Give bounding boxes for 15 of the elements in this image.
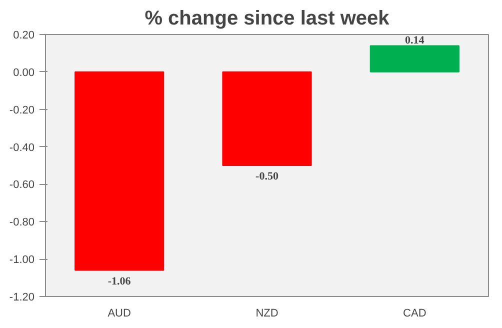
y-tick-label: -0.20 — [9, 104, 35, 116]
x-tick-label: AUD — [108, 308, 131, 320]
data-label: 0.14 — [405, 34, 425, 47]
data-label: -0.50 — [256, 170, 279, 182]
y-tick-label: -0.60 — [9, 179, 35, 192]
chart-title: % change since last week — [144, 8, 390, 30]
x-tick-label: NZD — [256, 308, 278, 320]
y-tick-label: 0.00 — [13, 66, 35, 79]
y-tick-label: -1.00 — [9, 254, 35, 266]
y-tick-label: -0.80 — [9, 216, 35, 229]
y-tick-label: -0.40 — [9, 142, 35, 154]
data-label: -1.06 — [108, 275, 132, 288]
y-tick-label: -1.20 — [9, 292, 35, 304]
y-tick-label: 0.20 — [13, 30, 35, 42]
x-tick-label: CAD — [403, 308, 426, 320]
